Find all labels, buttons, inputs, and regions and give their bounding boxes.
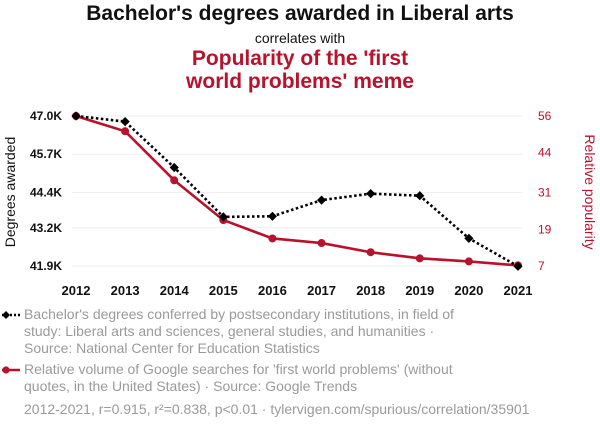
x-tick-label: 2016 bbox=[258, 283, 287, 298]
series-line-popularity bbox=[75, 114, 519, 267]
legend-text-line: Relative volume of Google searches for '… bbox=[24, 361, 453, 377]
chart-subtitle: correlates with bbox=[254, 30, 346, 46]
data-point-degrees bbox=[366, 189, 376, 199]
left-tick-label: 47.0K bbox=[30, 109, 62, 123]
footer-stats: 2012-2021, r=0.915, r²=0.838, p<0.01 · t… bbox=[24, 401, 530, 417]
left-tick-label: 44.4K bbox=[30, 185, 62, 199]
data-point-popularity bbox=[121, 127, 130, 136]
right-tick-label: 7 bbox=[538, 259, 545, 273]
left-tick-label: 41.9K bbox=[30, 259, 62, 273]
legend-text-line: Source: National Center for Education St… bbox=[24, 340, 320, 356]
data-point-popularity bbox=[170, 176, 179, 185]
legend-swatch-popularity bbox=[2, 366, 20, 374]
data-point-degrees bbox=[71, 111, 81, 121]
legend-text-line: Bachelor's degrees conferred by postseco… bbox=[24, 306, 454, 322]
x-tick-label: 2012 bbox=[62, 283, 91, 298]
right-tick-label: 19 bbox=[538, 222, 552, 236]
data-point-popularity bbox=[415, 254, 424, 263]
left-tick-label: 45.7K bbox=[30, 147, 62, 161]
legend-item-popularity: Relative volume of Google searches for '… bbox=[24, 361, 584, 395]
data-point-popularity bbox=[317, 239, 326, 248]
legend-swatch-degrees bbox=[2, 311, 20, 319]
chart-title: Bachelor's degrees awarded in Liberal ar… bbox=[86, 2, 514, 25]
data-point-popularity bbox=[366, 248, 375, 257]
x-tick-label: 2014 bbox=[160, 283, 190, 298]
chart-title-2-line: world problems' meme bbox=[186, 70, 414, 93]
data-point-degrees bbox=[218, 212, 228, 222]
data-point-popularity bbox=[464, 257, 473, 266]
data-point-popularity bbox=[268, 234, 277, 243]
legend-text-line: study: Liberal arts and sciences, genera… bbox=[24, 323, 435, 339]
left-tick-label: 43.2K bbox=[30, 221, 62, 235]
x-tick-label: 2013 bbox=[111, 283, 140, 298]
data-point-degrees bbox=[267, 211, 278, 221]
x-tick-label: 2020 bbox=[454, 283, 483, 298]
chart-plot: 47.0K 45.7K 44.4K 43.2K 41.9K 56 44 31 19 7 2012 20… bbox=[2, 109, 598, 298]
x-tick-label: 2019 bbox=[405, 283, 434, 298]
x-tick-label: 2018 bbox=[356, 283, 385, 298]
chart-title-2-line: Popularity of the 'first bbox=[191, 47, 409, 70]
right-tick-label: 56 bbox=[538, 109, 552, 123]
data-point-degrees bbox=[169, 162, 179, 173]
legend-text-line: quotes, in the United States) · Source: … bbox=[24, 378, 358, 394]
data-point-degrees bbox=[513, 261, 523, 271]
y-axis-label-left: Degrees awarded bbox=[2, 137, 18, 248]
chart-title-2: Popularity of the 'first world problems'… bbox=[0, 47, 600, 93]
legend-item-degrees: Bachelor's degrees conferred by postseco… bbox=[24, 306, 584, 357]
data-point-degrees bbox=[316, 195, 327, 205]
right-tick-label: 31 bbox=[538, 186, 552, 200]
series-line-degrees bbox=[75, 114, 519, 268]
data-point-degrees bbox=[120, 116, 130, 127]
right-tick-label: 44 bbox=[538, 146, 552, 160]
x-tick-label: 2021 bbox=[504, 283, 533, 298]
data-point-degrees bbox=[464, 233, 474, 243]
x-tick-label: 2017 bbox=[307, 283, 336, 298]
x-tick-label: 2015 bbox=[209, 283, 238, 298]
y-axis-label-right: Relative popularity bbox=[582, 134, 598, 249]
data-point-degrees bbox=[415, 191, 425, 201]
